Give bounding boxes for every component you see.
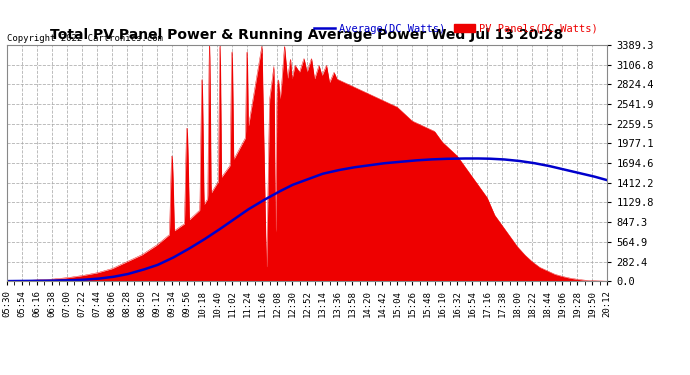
Title: Total PV Panel Power & Running Average Power Wed Jul 13 20:28: Total PV Panel Power & Running Average P… — [50, 28, 564, 42]
Legend: Average(DC Watts), PV Panels(DC Watts): Average(DC Watts), PV Panels(DC Watts) — [310, 20, 602, 38]
Text: Copyright 2022 Cartronics.com: Copyright 2022 Cartronics.com — [7, 34, 163, 43]
